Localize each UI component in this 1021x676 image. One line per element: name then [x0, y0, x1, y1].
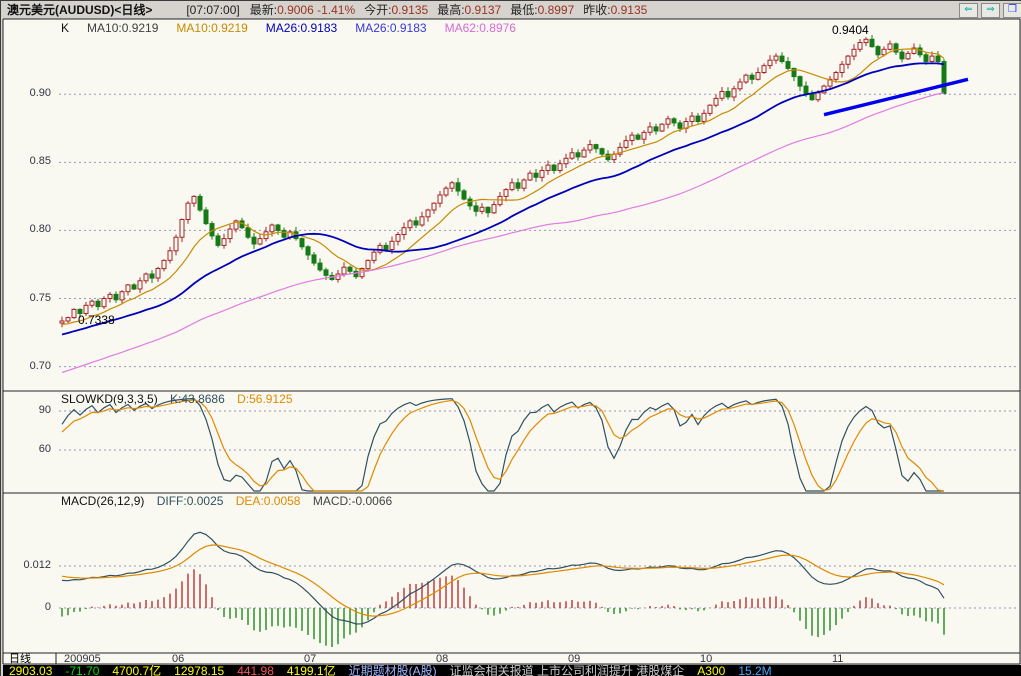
trendline[interactable]: [823, 77, 969, 117]
quote-field: 最低:0.8997: [510, 3, 575, 17]
quote-field: 最新:0.9006 -1.41%: [249, 3, 356, 17]
macd-diff-line: [61, 531, 945, 625]
quote-field: 今开:0.9135: [364, 3, 429, 17]
ticker-segment: 4199.1亿: [286, 665, 336, 676]
quote-field: 最高:0.9137: [437, 3, 502, 17]
window-restore-icon[interactable]: ❒: [1003, 2, 1021, 18]
ticker-segment: 441.98: [237, 665, 274, 676]
instrument-title: 澳元美元(AUDUSD)<日线>: [7, 3, 153, 17]
ticker-segment: 12978.15: [174, 665, 225, 676]
back-arrow-icon[interactable]: ⇐: [959, 2, 978, 18]
quote-time: [07:07:00]: [186, 3, 240, 17]
ticker-segment: 2903.03: [9, 665, 53, 676]
ticker-segment: -71.70: [65, 665, 100, 676]
news-ticker-bar[interactable]: 2903.03 -71.70 4700.7亿 12978.15 441.98 4199.1…: [3, 665, 1021, 676]
ticker-segment: 近期题材股(A股): [348, 665, 437, 676]
kd-d-line: [61, 399, 945, 492]
ma26-line: [61, 62, 945, 336]
chart-background: [3, 19, 1020, 664]
quote-fields: 最新:0.9006 -1.41% 今开:0.9135 最高:0.9137 最低:0.8…: [250, 3, 648, 17]
ticker-segment: A300: [697, 665, 726, 676]
macd-dea-line: [61, 544, 945, 617]
header-toolbar: ⇐ ⇒ ❒: [959, 2, 1021, 18]
ticker-segment: 15.2M: [738, 665, 772, 676]
macd-histogram: [61, 569, 945, 648]
ma62-line: [61, 92, 945, 374]
panel-borders: [2, 18, 1021, 665]
ma10-line: [61, 48, 945, 325]
forward-arrow-icon[interactable]: ⇒: [981, 2, 1000, 18]
gridlines: [59, 93, 1017, 609]
kd-k-line: [61, 397, 944, 492]
ticker-segment: 4700.7亿: [112, 665, 162, 676]
ticker-segment: 证监会相关报道 上市公司利润提升 港股煤企: [449, 665, 685, 676]
quote-header-bar: 澳元美元(AUDUSD)<日线> [07:07:00] 最新:0.9006 -1…: [2, 2, 1021, 18]
quote-field: 昨收:0.9135: [583, 3, 648, 17]
